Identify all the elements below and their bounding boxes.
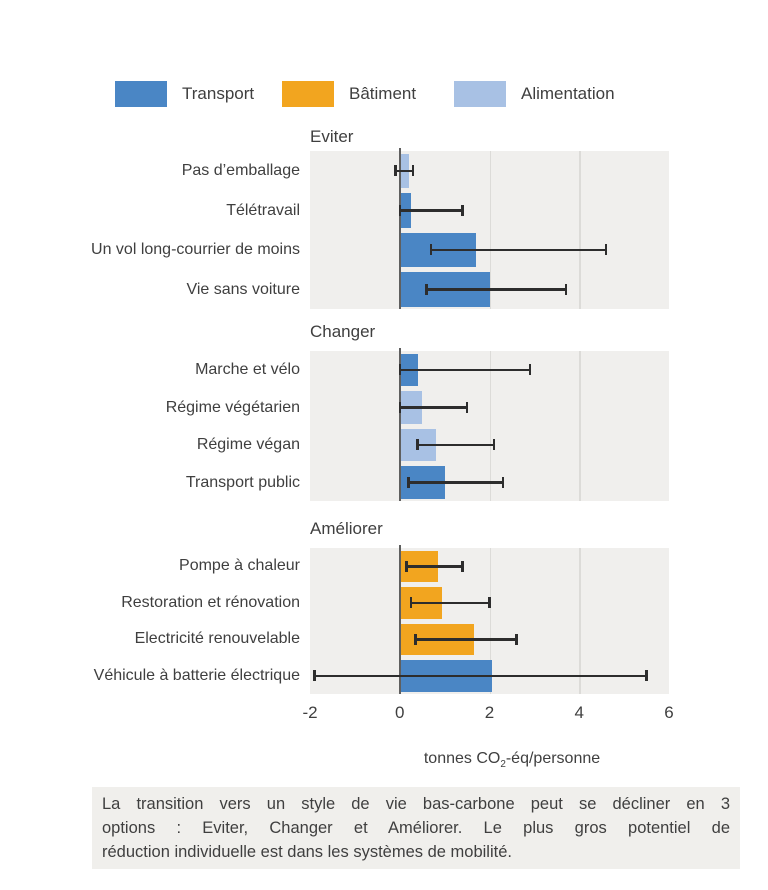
error-bar-cap <box>398 364 401 376</box>
gridline <box>579 151 581 309</box>
x-tick-label: 2 <box>484 703 495 722</box>
zero-line <box>398 545 401 694</box>
legend-swatch-transport <box>115 81 167 107</box>
x-tick-label: 0 <box>395 703 405 722</box>
legend-item-batiment: Bâtiment <box>282 81 416 107</box>
row-label: Transport public <box>185 473 300 491</box>
gridline <box>579 351 581 501</box>
legend-item-transport: Transport <box>115 81 254 107</box>
panel-title: Changer <box>310 322 376 341</box>
error-bar-cap <box>429 244 433 256</box>
error-bar <box>395 169 414 172</box>
row-label: Vie sans voiture <box>186 280 300 298</box>
gridline <box>579 548 581 694</box>
error-bar-cap <box>461 560 464 572</box>
caption-line: réduction individuelle est dans les syst… <box>102 843 512 861</box>
row-label: Un vol long-courrier de moins <box>91 241 300 258</box>
error-bar-cap <box>528 364 532 376</box>
error-bar-cap <box>492 439 496 451</box>
row-label: Pompe à chaleur <box>179 557 300 574</box>
error-bar <box>415 638 517 641</box>
error-bar <box>406 565 463 568</box>
error-bar-cap <box>461 204 464 216</box>
row-label: Pas d’emballage <box>181 162 300 179</box>
panel-title: Eviter <box>310 127 354 146</box>
x-axis-label-prefix: tonnes CO <box>423 750 501 767</box>
error-bar-cap <box>564 283 568 295</box>
row-label: Télétravail <box>226 201 300 219</box>
row-label: Restoration et rénovation <box>121 593 300 611</box>
row-label: Marche et vélo <box>195 361 300 378</box>
row-label: Régime végétarien <box>165 398 300 416</box>
caption: La transition vers un style de vie bas-c… <box>92 787 740 869</box>
error-bar-cap <box>394 165 397 177</box>
error-bar <box>431 248 607 251</box>
error-bar <box>410 601 490 604</box>
error-bar <box>399 406 468 409</box>
row-label: Electricité renouvelable <box>134 630 300 647</box>
row-label: Véhicule à batterie électrique <box>93 666 300 684</box>
gridline <box>489 351 491 501</box>
caption-line: La transition vers un style de vie bas-c… <box>102 795 730 813</box>
legend-swatch-batiment <box>282 81 334 107</box>
error-bar-cap <box>604 244 608 256</box>
zero-line <box>398 348 401 501</box>
legend-label-alimentation: Alimentation <box>521 84 615 103</box>
error-bar-cap <box>405 560 408 572</box>
error-bar-cap <box>398 204 401 216</box>
error-bar-cap <box>407 476 410 488</box>
x-axis-label: tonnes CO2-éq/personne <box>424 750 600 770</box>
panel-title: Améliorer <box>310 519 383 538</box>
error-bar <box>314 674 647 677</box>
error-bar-cap <box>425 283 428 295</box>
row-label: Régime végan <box>196 436 300 453</box>
error-bar-cap <box>501 476 505 488</box>
gridline <box>489 151 491 309</box>
zero-line <box>398 148 401 309</box>
error-bar <box>399 368 530 371</box>
error-bar-cap <box>411 165 415 177</box>
gridline <box>489 548 491 694</box>
error-bar <box>399 209 463 212</box>
x-tick-label: 4 <box>574 703 584 722</box>
error-bar-cap <box>416 439 419 451</box>
panel-2 <box>310 348 669 501</box>
error-bar-cap <box>313 670 316 682</box>
error-bar-cap <box>398 401 401 413</box>
error-bar-cap <box>409 597 413 609</box>
legend-label-batiment: Bâtiment <box>349 84 417 103</box>
x-axis-label-suffix: -éq/personne <box>505 750 601 767</box>
error-bar-cap <box>515 633 518 645</box>
error-bar-cap <box>645 670 648 682</box>
legend-item-alimentation: Alimentation <box>454 81 615 107</box>
panel-1 <box>310 148 669 309</box>
error-bar-cap <box>488 597 491 609</box>
panel-3 <box>310 545 669 694</box>
error-bar <box>408 481 503 484</box>
error-bar-cap <box>414 633 417 645</box>
x-tick-label: 6 <box>664 703 674 722</box>
legend-label-transport: Transport <box>182 84 255 103</box>
error-bar-cap <box>465 401 469 413</box>
error-bar <box>426 288 566 291</box>
error-bar <box>417 443 494 446</box>
x-axis-label-subscript: 2 <box>500 759 506 771</box>
caption-line: options : Eviter, Changer et Améliorer. … <box>102 819 730 837</box>
x-tick-label: -2 <box>302 703 318 722</box>
legend-swatch-alimentation <box>454 81 506 107</box>
